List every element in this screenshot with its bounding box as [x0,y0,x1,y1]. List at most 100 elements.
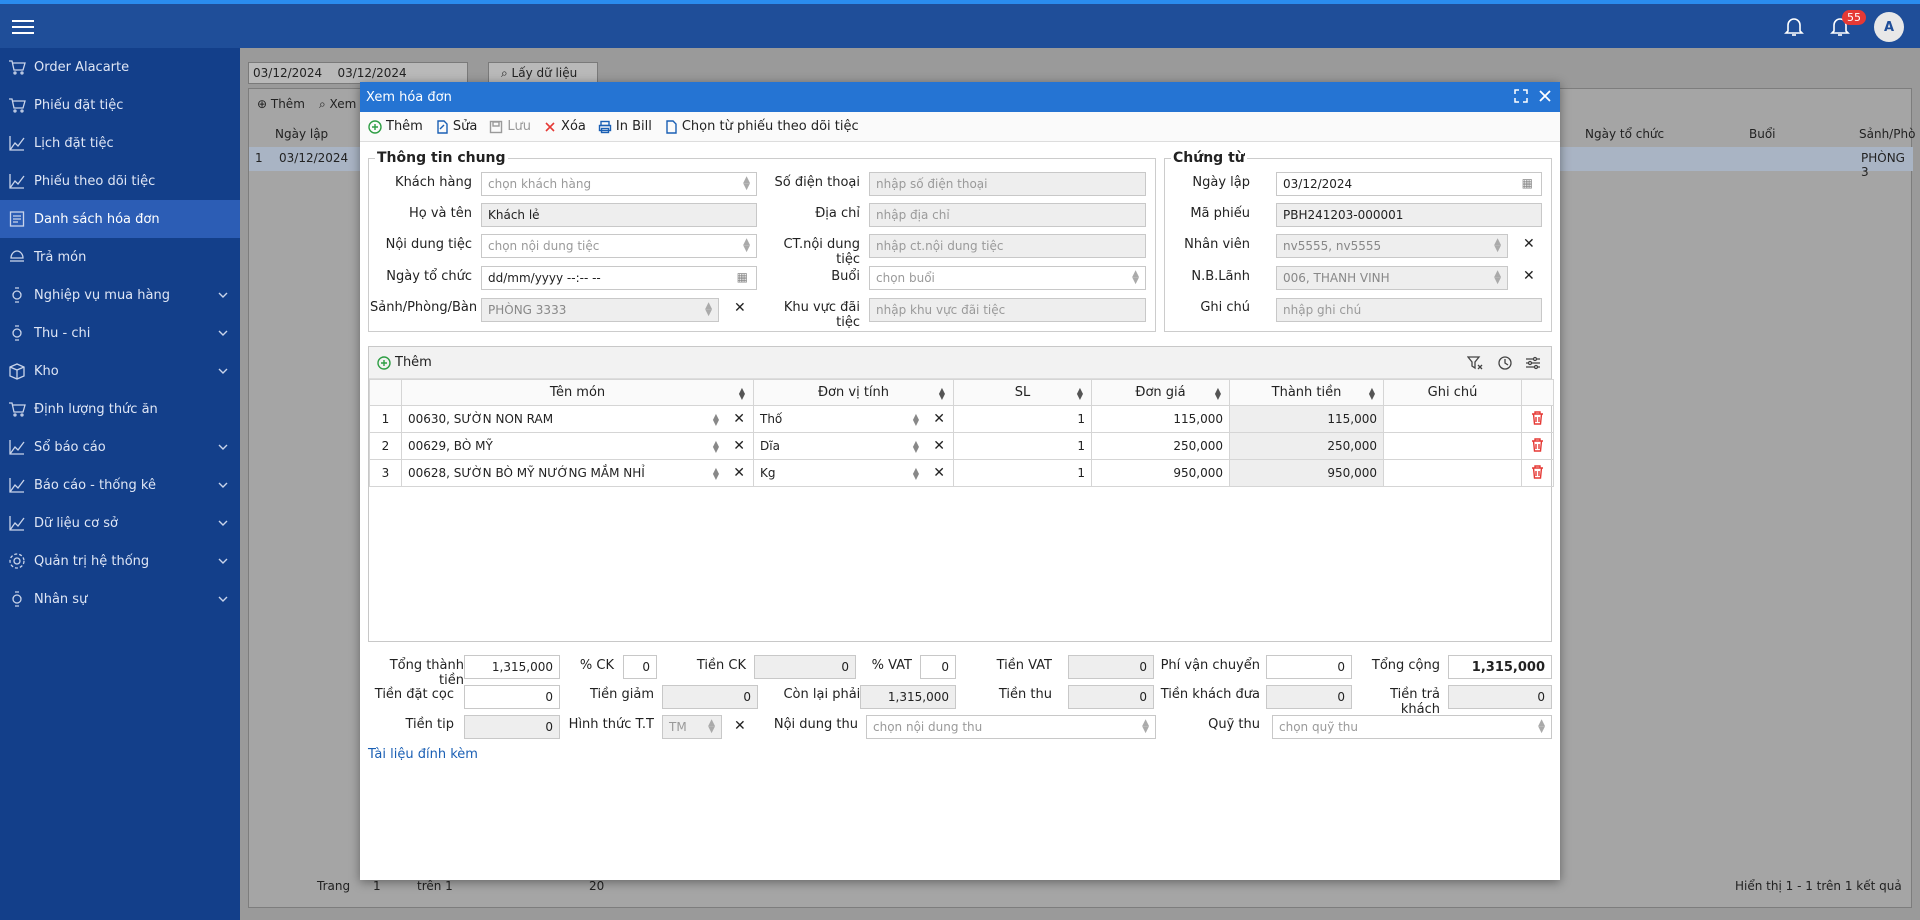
area-input[interactable]: nhập khu vực đãi tiệc [869,298,1146,322]
vat-field[interactable]: 0 [1068,655,1154,679]
chevron-down-icon[interactable] [218,289,228,299]
ck-pct-field[interactable]: 0 [623,655,657,679]
clear-receiver-icon[interactable]: ✕ [1523,268,1535,284]
paytype-select[interactable]: TM ▲ ▼ [662,715,722,739]
sidebar-item[interactable]: Báo cáo - thống kê [0,466,240,504]
collected-field[interactable]: 0 [1068,685,1154,709]
col-session-header[interactable]: Buổi [1749,127,1776,141]
column-header[interactable]: Ghi chú [1383,379,1522,406]
sidebar-item[interactable]: Phiếu đặt tiệc [0,86,240,124]
clear-staff-icon[interactable]: ✕ [1523,236,1535,252]
sidebar-item[interactable]: Lịch đặt tiệc [0,124,240,162]
grid-add-button[interactable]: Thêm [377,355,432,370]
qty-cell[interactable]: 1 [953,432,1092,460]
change-field[interactable]: 0 [1448,685,1552,709]
price-cell[interactable]: 950,000 [1091,459,1230,487]
clear-unit-icon[interactable]: ✕ [933,438,945,454]
page-size-select[interactable]: 20 [589,879,605,893]
avatar[interactable]: A [1874,12,1904,42]
history-icon[interactable] [1497,355,1513,375]
customer-select[interactable]: chọn khách hàng ▲ ▼ [481,172,757,196]
voucher-code-input[interactable]: PBH241203-000001 [1276,203,1542,227]
price-cell[interactable]: 115,000 [1091,405,1230,433]
ck-field[interactable]: 0 [754,655,856,679]
subtotal-field[interactable]: 1,315,000 [464,655,560,679]
item-name-cell[interactable]: 00629, BÒ MỸ ▲ ▼ ✕ [401,432,754,460]
unit-cell[interactable]: Kg ▲ ▼ ✕ [753,459,954,487]
clear-unit-icon[interactable]: ✕ [933,411,945,427]
vat-pct-field[interactable]: 0 [920,655,956,679]
name-input[interactable]: Khách lẻ [481,203,757,227]
total-field[interactable]: 1,315,000 [1448,655,1552,679]
col-date-header[interactable]: Ngày lập [275,127,329,141]
column-header[interactable]: Thành tiền ▲ ▼ [1229,379,1384,406]
column-header[interactable]: Tên món ▲ ▼ [401,379,754,406]
org-date-input[interactable]: dd/mm/yyyy --:-- -- ▦ [481,266,757,290]
fetch-button[interactable]: ⌕ Lấy dữ liệu [488,62,598,84]
menu-icon[interactable] [12,17,34,35]
sidebar-item[interactable]: Nghiệp vụ mua hàng [0,276,240,314]
col-hall-header[interactable]: Sảnh/Phò [1859,127,1916,141]
deposit-field[interactable]: 0 [464,685,560,709]
chevron-down-icon[interactable] [218,365,228,375]
sidebar-item[interactable]: Định lượng thức ăn [0,390,240,428]
table-row[interactable]: 2 00629, BÒ MỸ ▲ ▼ ✕ Dĩa ▲ ▼ ✕ 1 250,000 250,000 [369,432,1554,460]
chevron-down-icon[interactable] [218,441,228,451]
note-cell[interactable] [1383,459,1522,487]
save-button[interactable]: Lưu [489,119,531,134]
clear-item-icon[interactable]: ✕ [733,465,745,481]
chevron-down-icon[interactable] [218,593,228,603]
bell-settings-icon[interactable] [1782,14,1808,40]
address-input[interactable]: nhập địa chỉ [869,203,1146,227]
hall-select[interactable]: PHÒNG 3333 ▲ ▼ [481,298,719,322]
sidebar-item[interactable]: Dữ liệu cơ sở [0,504,240,542]
note-cell[interactable] [1383,432,1522,460]
receiver-select[interactable]: 006, THANH VINH ▲ ▼ [1276,266,1508,290]
unit-cell[interactable]: Thố ▲ ▼ ✕ [753,405,954,433]
sidebar-item[interactable]: Phiếu theo dõi tiệc [0,162,240,200]
clear-item-icon[interactable]: ✕ [733,438,745,454]
clear-item-icon[interactable]: ✕ [733,411,745,427]
table-row[interactable]: 1 00630, SƯỜN NON RAM ▲ ▼ ✕ Thố ▲ ▼ ✕ 1 115,000 115… [369,405,1554,433]
qty-cell[interactable]: 1 [953,459,1092,487]
attachments-link[interactable]: Tài liệu đính kèm [368,747,478,762]
chevron-down-icon[interactable] [218,555,228,565]
staff-select[interactable]: nv5555, nv5555 ▲ ▼ [1276,234,1508,258]
settings-sliders-icon[interactable] [1525,355,1541,375]
column-header[interactable]: SL ▲ ▼ [953,379,1092,406]
clear-hall-icon[interactable]: ✕ [734,300,746,316]
chevron-down-icon[interactable] [218,479,228,489]
pick-from-tracking-button[interactable]: Chọn từ phiếu theo dõi tiệc [664,119,859,134]
sidebar-item[interactable]: Trả món [0,238,240,276]
delete-button[interactable]: Xóa [543,119,586,134]
fund-select[interactable]: chọn quỹ thu ▲ ▼ [1272,715,1552,739]
chevron-down-icon[interactable] [218,327,228,337]
sidebar-item[interactable]: Nhân sự [0,580,240,618]
maximize-icon[interactable] [1514,89,1528,107]
unit-cell[interactable]: Dĩa ▲ ▼ ✕ [753,432,954,460]
item-name-cell[interactable]: 00630, SƯỜN NON RAM ▲ ▼ ✕ [401,405,754,433]
sidebar-item[interactable]: Thu - chi [0,314,240,352]
table-row[interactable]: 3 00628, SƯỜN BÒ MỸ NƯỚNG MẮM NHỈ ▲ ▼ ✕ Kg ▲ ▼ ✕… [369,459,1554,487]
clear-paytype-icon[interactable]: ✕ [734,718,746,734]
chevron-down-icon[interactable] [218,517,228,527]
column-header[interactable]: Đơn giá ▲ ▼ [1091,379,1230,406]
sidebar-item[interactable]: Kho [0,352,240,390]
paycontent-select[interactable]: chọn nội dung thu ▲ ▼ [866,715,1156,739]
notification-icon[interactable]: 55 [1828,10,1866,40]
item-name-cell[interactable]: 00628, SƯỜN BÒ MỸ NƯỚNG MẮM NHỈ ▲ ▼ ✕ [401,459,754,487]
list-search-button[interactable]: ⌕ Xem [319,97,357,111]
ct-content-input[interactable]: nhập ct.nội dung tiệc [869,234,1146,258]
sidebar-item[interactable]: Order Alacarte [0,48,240,86]
voucher-date-input[interactable]: 03/12/2024 ▦ [1276,172,1542,196]
note-cell[interactable] [1383,405,1522,433]
session-select[interactable]: chọn buổi ▲ ▼ [869,266,1146,290]
qty-cell[interactable]: 1 [953,405,1092,433]
sidebar-item[interactable]: Danh sách hóa đơn [0,200,240,238]
column-header[interactable]: Đơn vị tính ▲ ▼ [753,379,954,406]
col-org-date-header[interactable]: Ngày tổ chức [1585,127,1665,141]
delete-row-cell[interactable] [1521,405,1554,433]
note-input[interactable]: nhập ghi chú [1276,298,1542,322]
clear-unit-icon[interactable]: ✕ [933,465,945,481]
remain-field[interactable]: 1,315,000 [860,685,956,709]
